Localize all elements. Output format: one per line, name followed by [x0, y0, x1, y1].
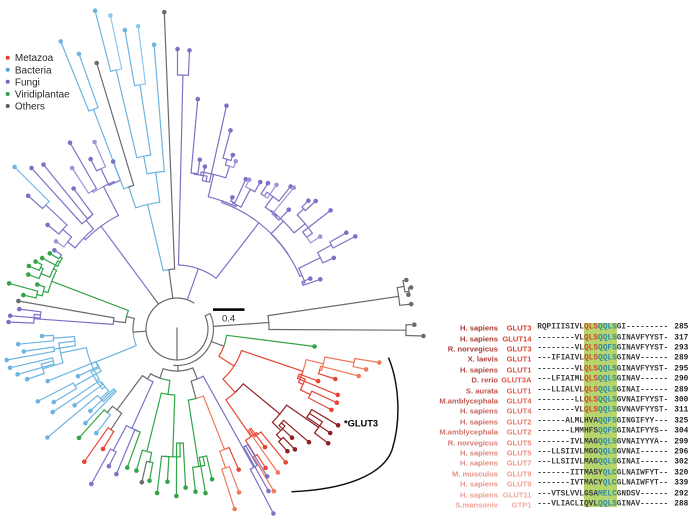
svg-text:0.4: 0.4 [222, 314, 235, 325]
svg-text:Others: Others [15, 102, 45, 113]
svg-text:Fungi: Fungi [15, 77, 40, 88]
svg-text:Bacteria: Bacteria [15, 65, 52, 76]
svg-text:Viridiplantae: Viridiplantae [15, 90, 70, 101]
svg-text:Metazoa: Metazoa [15, 53, 54, 64]
svg-text:*GLUT3: *GLUT3 [344, 418, 378, 428]
